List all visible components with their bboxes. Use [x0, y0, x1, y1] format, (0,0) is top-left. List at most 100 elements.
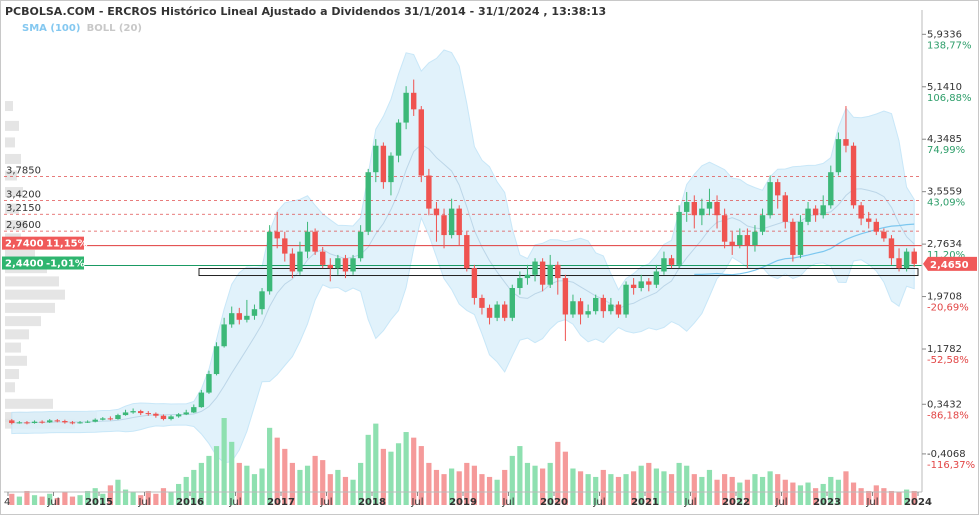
volume-bar — [138, 495, 144, 505]
volume-bar — [297, 469, 303, 505]
candle-body — [365, 172, 371, 232]
volume-bar — [213, 446, 220, 505]
volume-bar — [888, 490, 895, 505]
candle-body — [418, 109, 424, 176]
candle-body — [615, 304, 622, 315]
volume-bar — [638, 465, 644, 505]
legend-sma[interactable]: SMA (100) — [22, 23, 81, 34]
volume-bar — [615, 476, 622, 505]
candle-body — [229, 313, 235, 325]
candle-body — [77, 422, 83, 424]
reference-level-label: 2,7400 — [5, 239, 44, 250]
volume-bar — [365, 434, 371, 505]
candle-body — [456, 208, 462, 236]
candle-body — [737, 235, 743, 245]
volume-bar — [790, 482, 796, 505]
volume-bar — [176, 483, 182, 505]
candle-body — [373, 145, 379, 173]
candle-body — [100, 418, 106, 420]
volume-bar — [570, 468, 576, 505]
price-tick-label: 3,5559 — [927, 187, 962, 198]
candle-body — [729, 241, 735, 245]
candle-body — [350, 258, 356, 272]
reference-level-label: 2,9600 — [6, 220, 41, 231]
volume-bar — [395, 443, 402, 505]
volume-bar — [547, 462, 553, 505]
candle-body — [714, 201, 720, 216]
volume-profile-bar — [5, 203, 19, 214]
candle-body — [562, 278, 569, 315]
candle-body — [608, 304, 614, 312]
candle-body — [494, 304, 500, 318]
candle-body — [676, 211, 682, 265]
volume-bar — [426, 462, 432, 505]
volume-bar — [388, 451, 394, 505]
volume-bar — [198, 462, 204, 505]
volume-bar — [850, 482, 857, 505]
candle-body — [259, 291, 265, 310]
volume-bar — [122, 489, 129, 505]
candle-body — [39, 421, 45, 423]
price-tick-label: 1,9708 — [927, 292, 962, 303]
volume-bar — [92, 488, 98, 505]
time-tick-label: Jul — [319, 497, 332, 508]
candle-body — [524, 274, 531, 279]
volume-bar — [236, 462, 242, 505]
last-price-label: 2,4650 — [930, 260, 969, 271]
time-tick-label: 2019 — [449, 497, 477, 508]
candle-body — [433, 208, 440, 216]
candle-body — [668, 258, 675, 265]
candle-body — [570, 301, 576, 315]
price-tick-label: 2,7634 — [927, 239, 962, 250]
time-tick-label: 2024 — [904, 497, 932, 508]
candle-body — [213, 346, 220, 375]
time-tick-label: 2017 — [267, 497, 295, 508]
volume-bar — [320, 460, 326, 505]
bollinger-band — [11, 49, 915, 464]
volume-profile-bar — [5, 329, 29, 340]
candle-body — [138, 411, 144, 414]
volume-bar — [464, 462, 470, 505]
candle-body — [9, 420, 15, 424]
candle-body — [411, 92, 417, 110]
volume-bar — [335, 469, 341, 505]
volume-bar — [767, 471, 773, 505]
legend-boll[interactable]: BOLL (20) — [86, 23, 142, 34]
time-tick-label: 2021 — [631, 497, 659, 508]
reference-level-label: 2,4400 — [5, 259, 44, 270]
volume-bar — [608, 474, 614, 505]
price-tick-pct: 11,20% — [927, 250, 965, 261]
volume-bar — [585, 474, 591, 505]
candle-body — [380, 145, 387, 183]
candle-body — [888, 238, 895, 259]
reference-level-label: 3,4200 — [6, 190, 41, 201]
candle-body — [388, 155, 394, 183]
indicator-legend[interactable]: SMA (100) BOLL (20) — [22, 23, 142, 34]
volume-bar — [130, 492, 136, 505]
candle-body — [790, 221, 796, 255]
candle-body — [828, 172, 834, 206]
volume-bar — [684, 465, 690, 505]
volume-profile-bar — [5, 170, 17, 181]
volume-bar — [752, 474, 758, 505]
candle-body — [342, 258, 349, 272]
candle-body — [327, 264, 333, 269]
last-price-tag — [928, 256, 977, 271]
candle-body — [593, 297, 599, 312]
time-tick-label: Jul — [501, 497, 514, 508]
candle-body — [797, 221, 804, 255]
candle-body — [646, 281, 652, 285]
price-tick-label: 1,1782 — [927, 344, 962, 355]
volume-bar — [577, 471, 584, 505]
candle-body — [395, 122, 402, 156]
candle-body — [107, 418, 114, 420]
candle-body — [866, 218, 872, 222]
time-tick-label: Jul — [137, 497, 150, 508]
volume-bar — [85, 490, 91, 505]
candle-body — [312, 231, 318, 252]
candle-body — [191, 407, 197, 413]
candle-body — [873, 221, 879, 232]
candle-body — [759, 215, 766, 232]
candle-body — [532, 261, 538, 275]
